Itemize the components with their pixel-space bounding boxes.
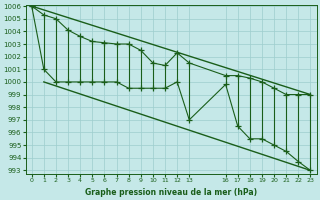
X-axis label: Graphe pression niveau de la mer (hPa): Graphe pression niveau de la mer (hPa) xyxy=(85,188,257,197)
